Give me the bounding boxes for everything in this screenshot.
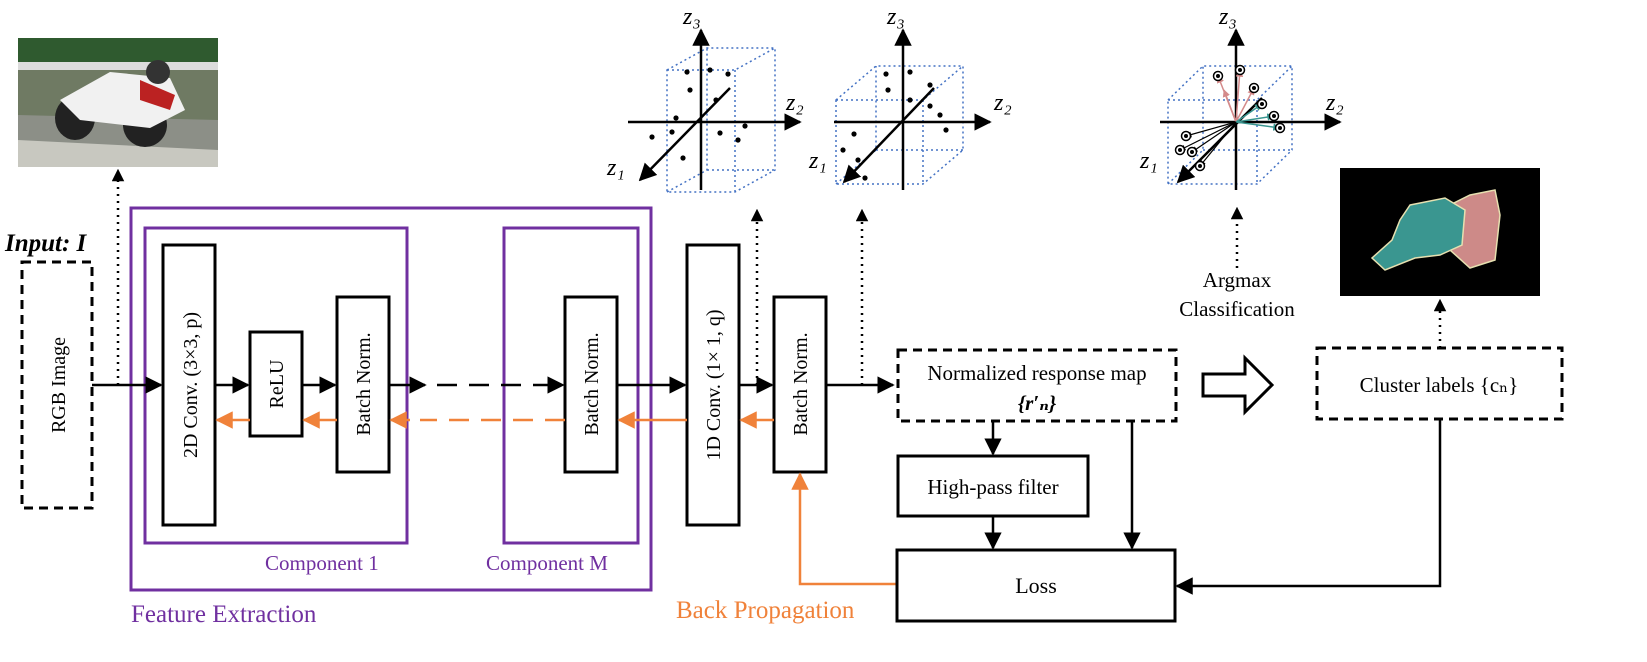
plot2-z3: z₃: [886, 4, 905, 30]
plot2-z2: z₂: [993, 90, 1012, 116]
loss-box: [895, 548, 1177, 623]
segmentation-output: [1340, 168, 1540, 296]
batchnorm-1-box: [335, 295, 391, 474]
high-pass-filter-box: [896, 454, 1090, 518]
relu-box: [248, 330, 304, 438]
plot3-z2: z₂: [1325, 90, 1344, 116]
loss-label: Loss: [1015, 573, 1057, 598]
feature-space-plot-1: z₃ z₂ z₁: [606, 4, 804, 193]
feature-extraction-title: Feature Extraction: [131, 601, 317, 628]
batchnorm-final-label: Batch Norm.: [790, 332, 812, 435]
relu-label: ReLU: [266, 359, 288, 408]
plot1-z3: z₃: [682, 4, 701, 30]
rgb-image-box: [20, 260, 94, 510]
plot2-z1: z₁: [808, 148, 827, 174]
response-map-box: [896, 348, 1178, 423]
backprop-arrows: [215, 411, 897, 586]
batchnorm-1-label: Batch Norm.: [353, 332, 375, 435]
feature-space-plot-3: z₃ z₂ z₁: [1139, 4, 1344, 190]
high-pass-filter-label: High-pass filter: [927, 475, 1058, 499]
teal-vectors: [1235, 103, 1281, 131]
batchnorm-m-box: [563, 295, 619, 474]
plot1-z2: z₂: [785, 90, 804, 116]
plot1-z1: z₁: [606, 155, 625, 181]
feature-extraction-frame: [129, 206, 653, 592]
batchnorm-m-label: Batch Norm.: [581, 332, 603, 435]
conv2d-box: [161, 243, 217, 527]
input-label: Input: I: [4, 230, 88, 257]
feature-space-plot-2: z₃ z₂ z₁: [808, 4, 1012, 190]
conv1d-box: [685, 243, 741, 527]
cluster-labels-text: Cluster labels {cₙ}: [1360, 373, 1519, 397]
rgb-image-label: RGB Image: [48, 337, 70, 433]
component-m-label: Component M: [486, 551, 608, 575]
argmax-line2: Classification: [1179, 297, 1295, 321]
black-vectors: [1179, 121, 1237, 167]
argmax-line1: Argmax: [1203, 268, 1272, 292]
back-propagation-label: Back Propagation: [676, 597, 855, 624]
hollow-arrow: [1201, 354, 1275, 416]
batchnorm-final-box: [772, 295, 828, 474]
input-photo: [18, 38, 218, 167]
plot3-z3: z₃: [1218, 4, 1237, 30]
plot3-z1: z₁: [1139, 148, 1158, 174]
component-1-label: Component 1: [265, 551, 379, 575]
response-map-line1: Normalized response map: [927, 361, 1146, 385]
conv2d-label: 2D Conv. (3×3, p): [180, 312, 202, 458]
conv1d-label: 1D Conv. (1× 1, q): [703, 309, 725, 460]
response-map-line2: {r′ₙ}: [1018, 391, 1057, 415]
pink-vectors: [1216, 69, 1255, 123]
